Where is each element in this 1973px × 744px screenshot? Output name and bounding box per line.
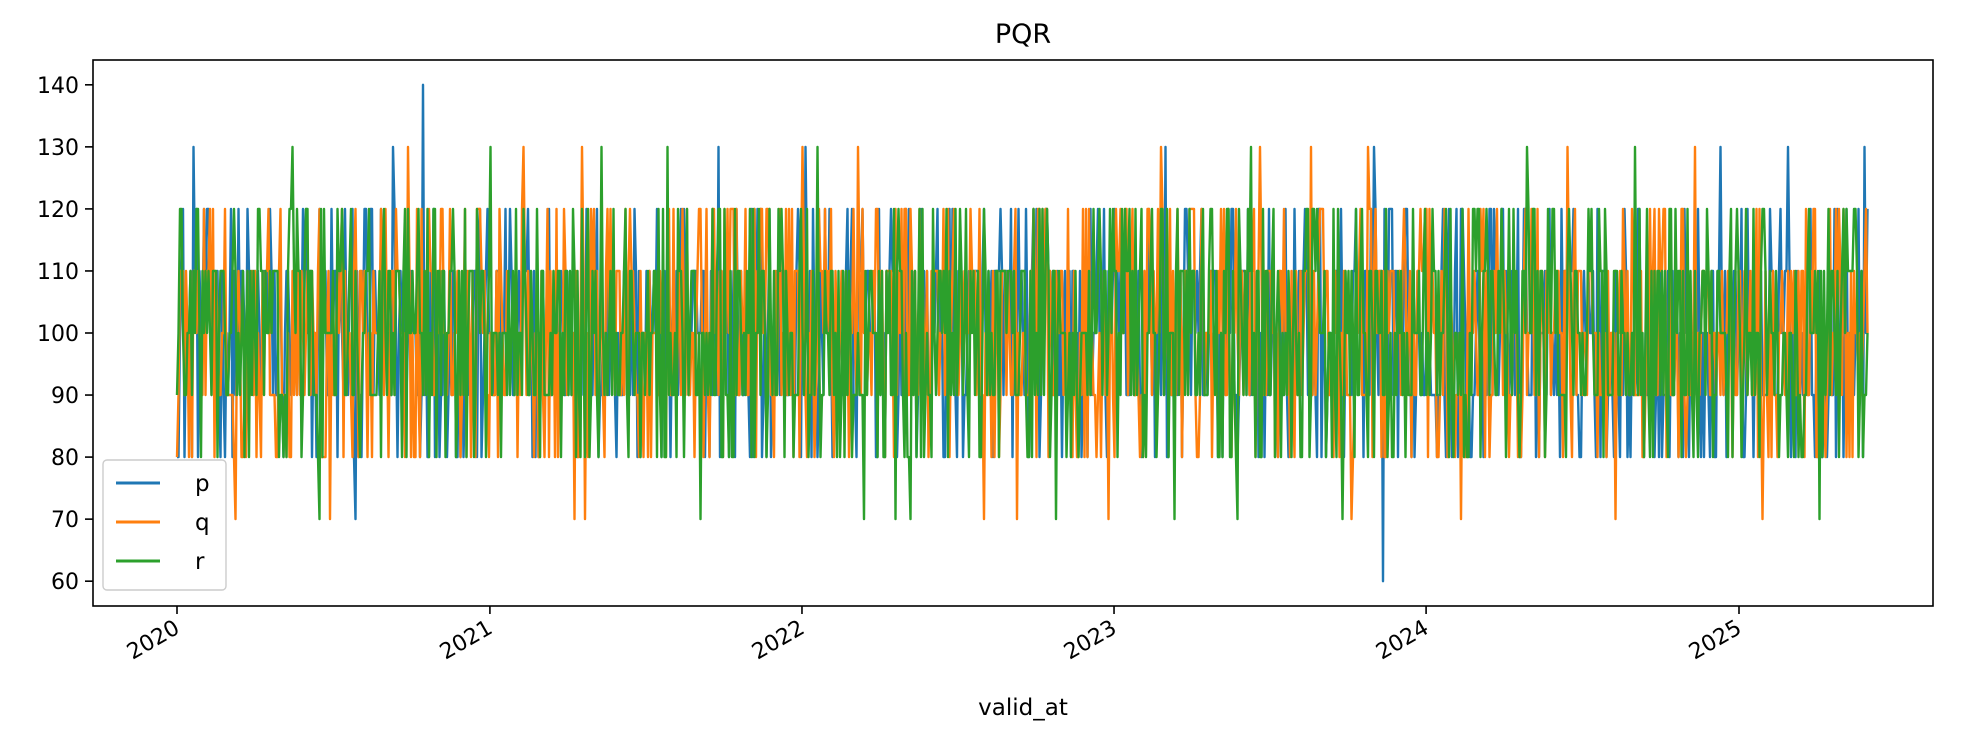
legend-box: [102, 459, 227, 591]
x-axis-label: valid_at: [978, 695, 1068, 721]
y-tick-label: 100: [37, 322, 79, 347]
chart-title: PQR: [995, 19, 1051, 50]
legend: pqr: [102, 459, 227, 591]
y-tick-label: 70: [51, 508, 79, 533]
y-tick-label: 140: [37, 74, 79, 99]
y-tick-label: 80: [51, 446, 79, 471]
y-tick-label: 120: [37, 198, 79, 223]
legend-label-q: q: [195, 510, 210, 536]
y-tick-label: 110: [37, 260, 79, 285]
legend-label-r: r: [195, 549, 205, 575]
y-axis: 60 70 80 90 100 110 120 130 140: [37, 74, 93, 595]
legend-label-p: p: [195, 471, 210, 497]
series-line-r: [175, 145, 1869, 521]
plot-lines: [175, 83, 1869, 583]
y-tick-label: 90: [51, 384, 79, 409]
y-tick-label: 130: [37, 136, 79, 161]
y-tick-label: 60: [51, 570, 79, 595]
